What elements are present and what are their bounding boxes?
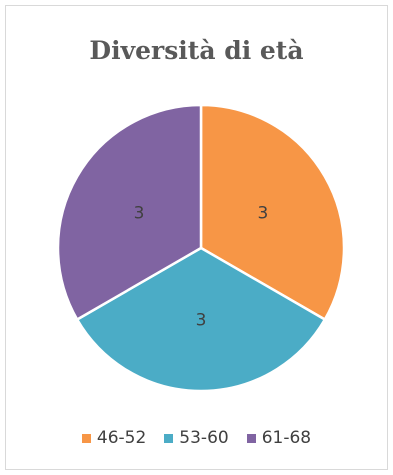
legend-swatch bbox=[246, 433, 256, 443]
data-label-46-52: 3 bbox=[258, 203, 269, 223]
legend-label: 61-68 bbox=[261, 428, 312, 448]
chart-title: Diversità di età bbox=[89, 36, 304, 65]
legend-label: 46-52 bbox=[96, 428, 147, 448]
legend-swatch bbox=[164, 433, 174, 443]
data-label-53-60: 3 bbox=[196, 311, 207, 331]
legend-item-61-68: 61-68 bbox=[246, 428, 312, 448]
pie-slice-61-68 bbox=[56, 103, 203, 322]
pie-slice-46-52 bbox=[199, 103, 346, 322]
data-label-61-68: 3 bbox=[134, 203, 145, 223]
legend: 46-52 53-60 61-68 bbox=[0, 428, 393, 448]
legend-item-53-60: 53-60 bbox=[164, 428, 229, 448]
pie-slice-53-60 bbox=[75, 246, 327, 393]
legend-item-46-52: 46-52 bbox=[81, 428, 147, 448]
legend-swatch bbox=[81, 433, 91, 443]
legend-label: 53-60 bbox=[179, 428, 229, 448]
